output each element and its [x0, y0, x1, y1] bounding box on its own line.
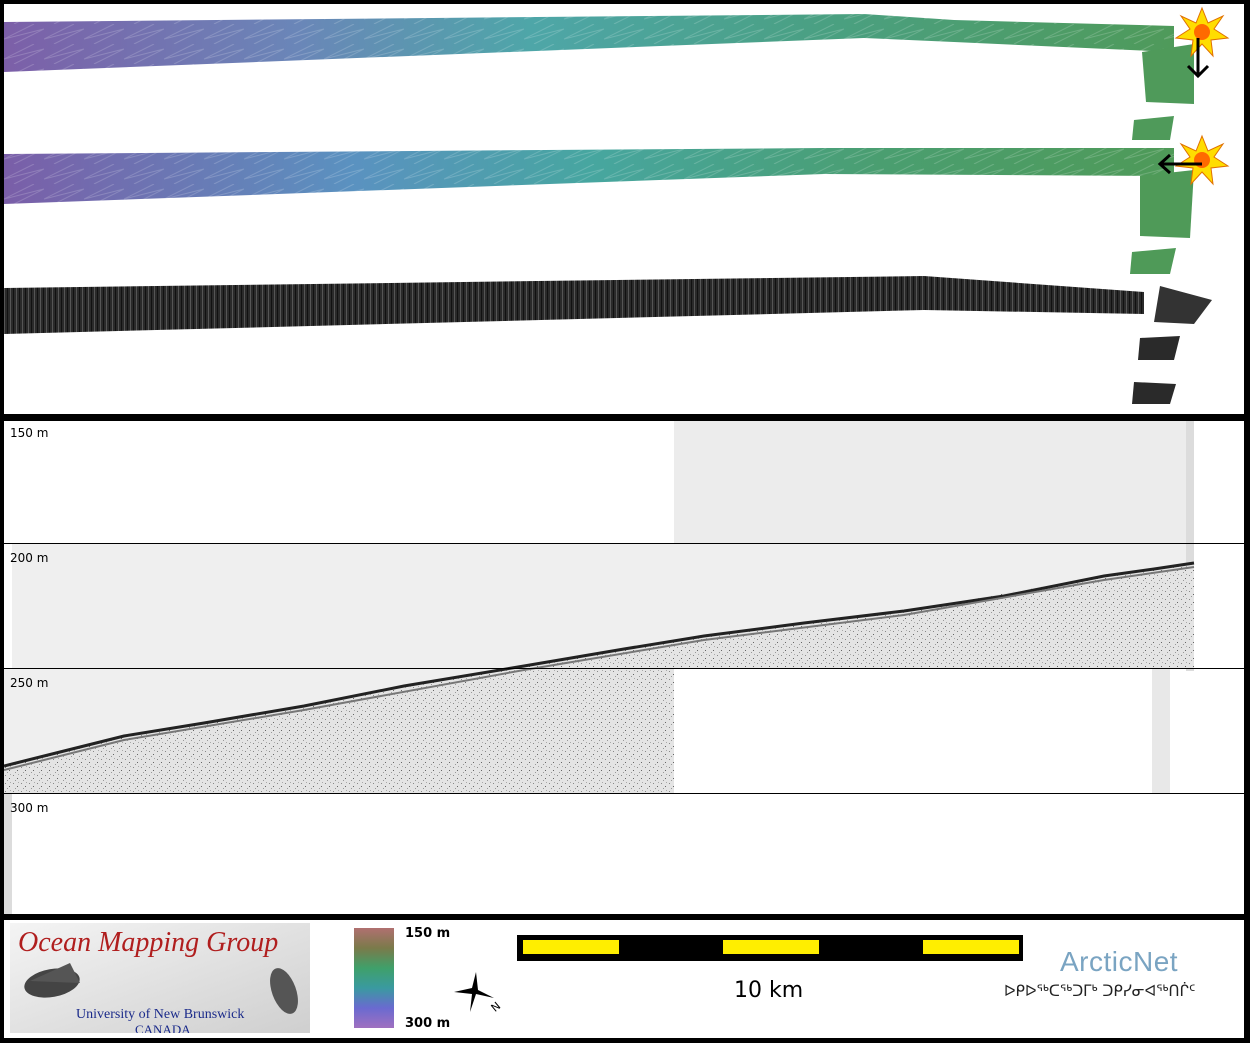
- depth-colorbar: [354, 928, 394, 1028]
- bathymetry-swath-2: [4, 148, 1194, 274]
- scale-bar: [517, 935, 1023, 961]
- legend-panel: Ocean Mapping Group University of New Br…: [4, 920, 1244, 1038]
- depth-label-150: 150 m: [10, 426, 49, 440]
- org-country: CANADA: [135, 1022, 191, 1033]
- swath-map: [4, 6, 1230, 404]
- scale-segment: [723, 940, 819, 954]
- org-university: University of New Brunswick: [76, 1007, 245, 1022]
- seismic-profile: [4, 421, 1195, 914]
- scale-label: 10 km: [734, 978, 804, 1003]
- scale-segment: [923, 940, 1019, 954]
- depth-label-200: 200 m: [10, 551, 49, 565]
- partner-name: ArcticNet: [1060, 946, 1179, 977]
- logo-background: [10, 923, 310, 1033]
- depth-label-250: 250 m: [10, 676, 49, 690]
- map-panel: [4, 4, 1244, 414]
- depth-profile-panel: 150 m 200 m 250 m 300 m: [4, 421, 1244, 914]
- grid-line: [4, 543, 1244, 544]
- partner-syllabics: ᐅᑭᐅᖅᑕᖅᑐᒥᒃ ᑐᑭᓯᓂᐊᖅᑎᒌᑦ: [1004, 982, 1196, 1000]
- north-arrow-icon: N: [454, 972, 504, 1015]
- depth-label-300: 300 m: [10, 801, 49, 815]
- grid-line: [4, 668, 1244, 669]
- colorbar-top-label: 150 m: [405, 926, 451, 941]
- arrow-down-icon: [1186, 38, 1210, 79]
- colorbar-bottom-label: 300 m: [405, 1016, 451, 1031]
- grid-line: [4, 793, 1244, 794]
- north-label: N: [489, 999, 504, 1014]
- bathymetry-swath-1: [4, 14, 1194, 140]
- ocean-mapping-group-logo: Ocean Mapping Group University of New Br…: [10, 923, 310, 1033]
- org-title: Ocean Mapping Group: [18, 927, 279, 958]
- arrow-left-icon: [1157, 153, 1202, 175]
- scale-segment: [523, 940, 619, 954]
- backscatter-swath: [4, 276, 1212, 404]
- sun-icon: [1174, 6, 1230, 58]
